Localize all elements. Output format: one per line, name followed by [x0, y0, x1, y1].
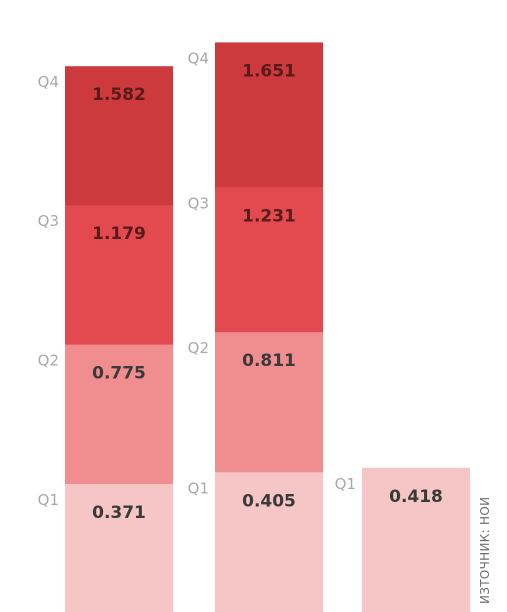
- value-label: 0.405: [242, 491, 296, 511]
- value-label: 0.775: [92, 364, 146, 384]
- quarter-label: Q4: [188, 49, 209, 67]
- value-label: 0.811: [242, 351, 296, 371]
- column-2: Q1 0.405 Q2 0.811 Q3 1.231 Q4 1.651: [188, 42, 323, 612]
- quarter-label: Q2: [38, 352, 59, 370]
- quarter-label: Q1: [335, 475, 356, 493]
- value-label: 1.582: [92, 85, 146, 105]
- column-1: Q1 0.371 Q2 0.775 Q3 1.179 Q4 1.582: [38, 66, 173, 612]
- bar-1-q1: [65, 484, 173, 612]
- bar-2-q1: [215, 472, 323, 612]
- quarter-label: Q1: [188, 479, 209, 497]
- value-label: 0.418: [389, 487, 443, 507]
- column-3: Q1 0.418: [335, 467, 470, 612]
- quarter-label: Q3: [188, 194, 209, 212]
- quarter-label: Q4: [38, 73, 59, 91]
- quarter-label: Q2: [188, 339, 209, 357]
- value-label: 0.371: [92, 503, 146, 523]
- value-label: 1.651: [242, 61, 296, 81]
- quarter-label: Q3: [38, 212, 59, 230]
- value-label: 1.231: [242, 206, 296, 226]
- value-label: 1.179: [92, 224, 146, 244]
- quarter-label: Q1: [38, 491, 59, 509]
- source-note: ИЗТОЧНИК: НОИ: [478, 496, 492, 604]
- bar-3-q1: [362, 467, 470, 612]
